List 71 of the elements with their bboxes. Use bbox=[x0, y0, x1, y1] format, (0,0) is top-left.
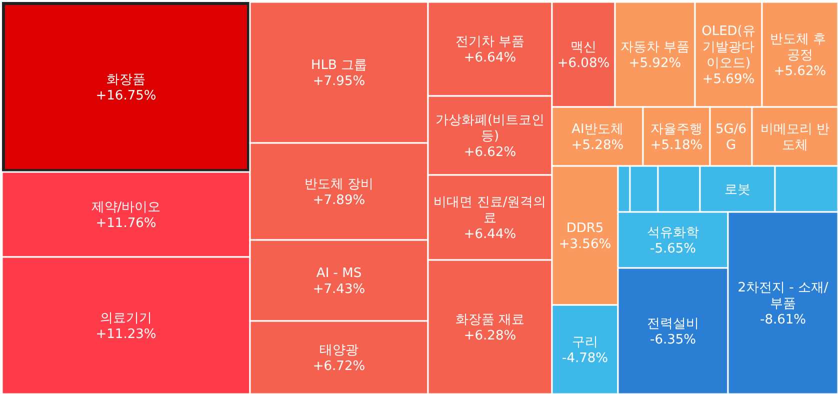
data-label: +7.43% bbox=[312, 282, 366, 297]
cell: 구리 -4.78% bbox=[551, 304, 619, 394]
cell: 자율주행 +5.18% bbox=[642, 106, 711, 167]
cell: 로봇 bbox=[699, 165, 776, 213]
data-label: -6.35% bbox=[650, 332, 696, 348]
cell: 5G/6G bbox=[709, 106, 753, 167]
category-label: 석유화학 bbox=[647, 226, 699, 240]
category-label: HLB 그룹 bbox=[310, 58, 368, 73]
category-label: 5G/6G bbox=[716, 122, 746, 153]
category-label: 가상화폐(비트코인등) bbox=[435, 113, 545, 144]
category-label: 화장품 재료 bbox=[455, 312, 525, 328]
cell: 화장품 재료 +6.28% bbox=[427, 259, 553, 394]
category-label: 비대면 진료/원격의료 bbox=[434, 195, 546, 226]
data-label: +7.95% bbox=[312, 74, 366, 89]
data-label: +6.28% bbox=[464, 328, 516, 344]
data-label: +6.72% bbox=[312, 359, 366, 374]
category-label: DDR5 bbox=[566, 221, 604, 236]
cell: OLED(유기발광다이오드) +5.69% bbox=[694, 1, 763, 108]
category-label: 자동차 부품 bbox=[620, 40, 690, 55]
data-label: +5.62% bbox=[774, 64, 826, 79]
data-label: +7.89% bbox=[312, 193, 366, 208]
cell: 전력설비 -6.35% bbox=[617, 267, 729, 394]
cell: 비메모리 반도체 bbox=[751, 106, 838, 167]
cell: 가상화폐(비트코인등) +6.62% bbox=[427, 95, 553, 176]
data-label: +5.92% bbox=[628, 56, 682, 71]
cell: 자동차 부품 +5.92% bbox=[614, 1, 696, 108]
category-label: 맥신 bbox=[570, 40, 596, 55]
category-label: 자율주행 bbox=[650, 122, 702, 137]
cell: 반도체 장비 +7.89% bbox=[249, 142, 429, 241]
cell: DDR5 +3.56% bbox=[551, 165, 619, 306]
cell: 비대면 진료/원격의료 +6.44% bbox=[427, 174, 553, 261]
data-label: +5.28% bbox=[571, 138, 624, 153]
data-label: +6.44% bbox=[464, 227, 516, 242]
category-label: 태양광 bbox=[320, 343, 358, 358]
data-label: +16.75% bbox=[96, 88, 156, 104]
category-label: 2차전지 - 소재/부품 bbox=[738, 280, 829, 312]
category-label: 의료기기 bbox=[100, 311, 152, 326]
category-label: AI - MS bbox=[316, 266, 362, 281]
data-label: +6.62% bbox=[464, 145, 516, 160]
data-label: +5.69% bbox=[702, 72, 755, 87]
cell: AI - MS +7.43% bbox=[249, 239, 429, 322]
cell: 전기차 부품 +6.64% bbox=[427, 1, 553, 97]
category-label: 전력설비 bbox=[647, 316, 699, 332]
data-label: +11.76% bbox=[96, 216, 156, 231]
cell: 반도체 후 공정 +5.62% bbox=[761, 1, 838, 108]
cell: 태양광 +6.72% bbox=[249, 320, 429, 394]
cell: 제약/바이오 +11.76% bbox=[1, 171, 251, 258]
data-label: -5.65% bbox=[650, 242, 696, 256]
category-label: 반도체 장비 bbox=[304, 177, 374, 192]
category-label: AI반도체 bbox=[572, 122, 624, 137]
cell: 2차전지 - 소재/부품 -8.61% bbox=[727, 211, 838, 394]
category-label: 전기차 부품 bbox=[455, 34, 525, 50]
category-label: 화장품 bbox=[106, 72, 146, 88]
data-label: +11.23% bbox=[96, 327, 156, 342]
data-label: -8.61% bbox=[760, 312, 806, 328]
data-label: +3.56% bbox=[558, 237, 612, 252]
cell: AI반도체 +5.28% bbox=[551, 106, 644, 167]
cell: 의료기기 +11.23% bbox=[1, 256, 251, 394]
category-label: OLED(유기발광다이오드) bbox=[702, 24, 756, 71]
cell: 석유화학 -5.65% bbox=[617, 211, 729, 269]
category-label: 비메모리 반도체 bbox=[760, 122, 830, 153]
data-label: +5.18% bbox=[650, 138, 703, 153]
data-label: +6.08% bbox=[557, 56, 610, 71]
data-label: -4.78% bbox=[562, 351, 608, 366]
cell: 맥신 +6.08% bbox=[551, 1, 616, 108]
data-label: +6.64% bbox=[464, 50, 516, 66]
category-label: 제약/바이오 bbox=[91, 200, 161, 215]
category-label: 로봇 bbox=[724, 182, 750, 198]
category-label: 구리 bbox=[572, 335, 598, 350]
category-label: 반도체 후 공정 bbox=[770, 32, 830, 63]
cell: HLB 그룹 +7.95% bbox=[249, 1, 429, 144]
